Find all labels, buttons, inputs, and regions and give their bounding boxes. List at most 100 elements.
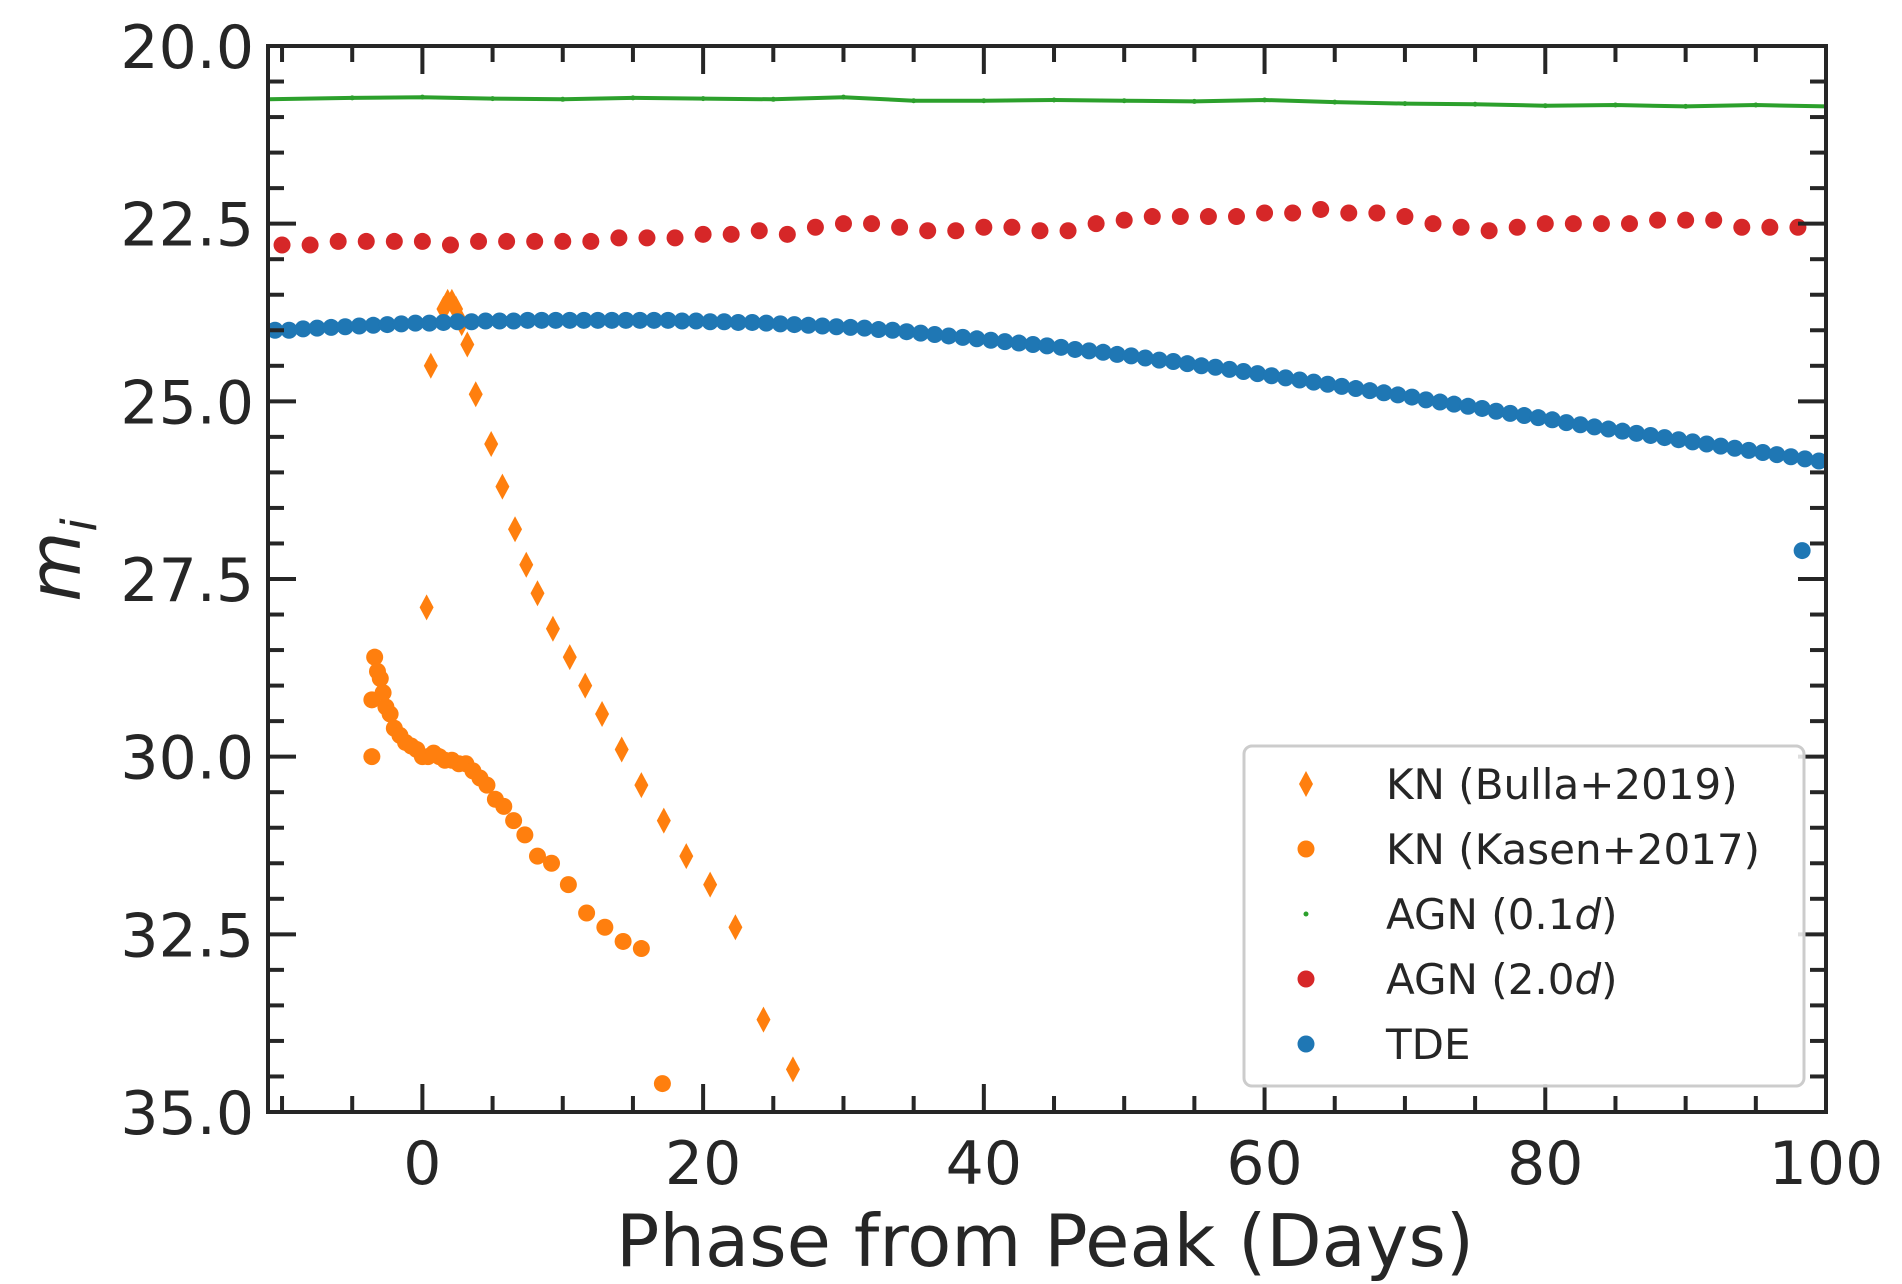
x-tick-label: 80 (1507, 1129, 1583, 1199)
legend-item-agn-0-1d: AGN (0.1d) (1303, 890, 1618, 939)
data-point (610, 229, 628, 247)
legend-label: TDE (1385, 1020, 1471, 1069)
data-point (350, 317, 368, 335)
data-point (1599, 420, 1617, 438)
data-point (357, 232, 375, 250)
legend-marker (1299, 771, 1313, 797)
data-point (508, 516, 523, 543)
legend-item-kn-bulla-2019: KN (Bulla+2019) (1299, 760, 1738, 809)
data-point (1396, 208, 1414, 226)
data-point (1501, 404, 1519, 422)
data-point (870, 321, 888, 339)
data-point (1459, 397, 1477, 415)
legend-marker (1297, 970, 1315, 988)
data-point (1332, 99, 1338, 105)
y-axis-label-subscript: i (52, 518, 108, 532)
data-point (1473, 399, 1491, 417)
data-point (632, 940, 650, 958)
data-point (381, 705, 399, 723)
y-tick-label: 22.5 (120, 191, 254, 261)
data-point (495, 473, 510, 500)
data-point (1768, 446, 1786, 464)
data-point (575, 311, 593, 329)
data-point (813, 317, 831, 335)
data-point (1066, 340, 1084, 358)
data-point (840, 94, 846, 100)
data-point (1403, 388, 1421, 406)
data-point (603, 311, 621, 329)
data-point (891, 218, 909, 236)
data-point (554, 232, 572, 250)
data-point (1571, 416, 1589, 434)
y-tick-label: 20.0 (120, 13, 254, 83)
data-point (996, 333, 1014, 351)
data-point (898, 323, 916, 341)
data-point (728, 914, 743, 941)
data-point (1754, 444, 1772, 462)
data-point (505, 312, 523, 330)
data-point (484, 430, 499, 457)
data-point (1761, 218, 1779, 236)
legend-label: AGN (0.1d) (1386, 890, 1618, 939)
data-point (578, 672, 593, 699)
data-point (1051, 97, 1057, 103)
data-point (595, 701, 610, 728)
data-point (975, 218, 993, 236)
data-point (516, 826, 534, 844)
data-point (653, 1075, 671, 1093)
data-point (363, 748, 381, 766)
data-point (645, 311, 663, 329)
data-point (679, 843, 694, 870)
data-point (470, 232, 488, 250)
data-point (1542, 103, 1548, 109)
data-point (490, 96, 496, 102)
data-point (1628, 424, 1646, 442)
data-point (1220, 360, 1238, 378)
series-agn-2-0d (273, 200, 1807, 254)
data-point (498, 232, 516, 250)
data-point (1319, 375, 1337, 393)
data-point (1312, 200, 1330, 218)
data-point (666, 229, 684, 247)
data-point (856, 319, 874, 337)
legend-marker (1297, 840, 1315, 858)
data-point (545, 615, 560, 642)
data-point (1121, 98, 1127, 104)
data-point (757, 314, 775, 332)
y-tick-label: 30.0 (120, 724, 254, 794)
data-point (1305, 373, 1323, 391)
data-point (578, 904, 596, 922)
y-tick-label: 27.5 (120, 546, 254, 616)
agn-0-1d-curve (268, 95, 1826, 109)
data-point (778, 225, 796, 243)
data-point (659, 311, 677, 329)
y-tick-label: 32.5 (120, 901, 254, 971)
data-point (827, 318, 845, 336)
data-point (349, 95, 355, 101)
data-point (1003, 218, 1021, 236)
data-point (1612, 102, 1618, 108)
data-point (750, 222, 768, 240)
data-point (1726, 439, 1744, 457)
data-point (441, 236, 459, 254)
data-point (1642, 426, 1660, 444)
data-point (617, 311, 635, 329)
data-point (1256, 204, 1274, 222)
data-point (1052, 338, 1070, 356)
data-point (413, 232, 431, 250)
data-point (722, 225, 740, 243)
data-point (374, 684, 392, 702)
data-point (785, 1056, 800, 1083)
data-point (834, 215, 852, 233)
data-point (700, 96, 706, 102)
data-point (1543, 411, 1561, 429)
data-point (562, 644, 577, 671)
data-point (1199, 208, 1217, 226)
data-point (526, 232, 544, 250)
data-point (294, 320, 312, 338)
data-point (385, 232, 403, 250)
data-point (1529, 409, 1547, 427)
data-point (1178, 355, 1196, 373)
